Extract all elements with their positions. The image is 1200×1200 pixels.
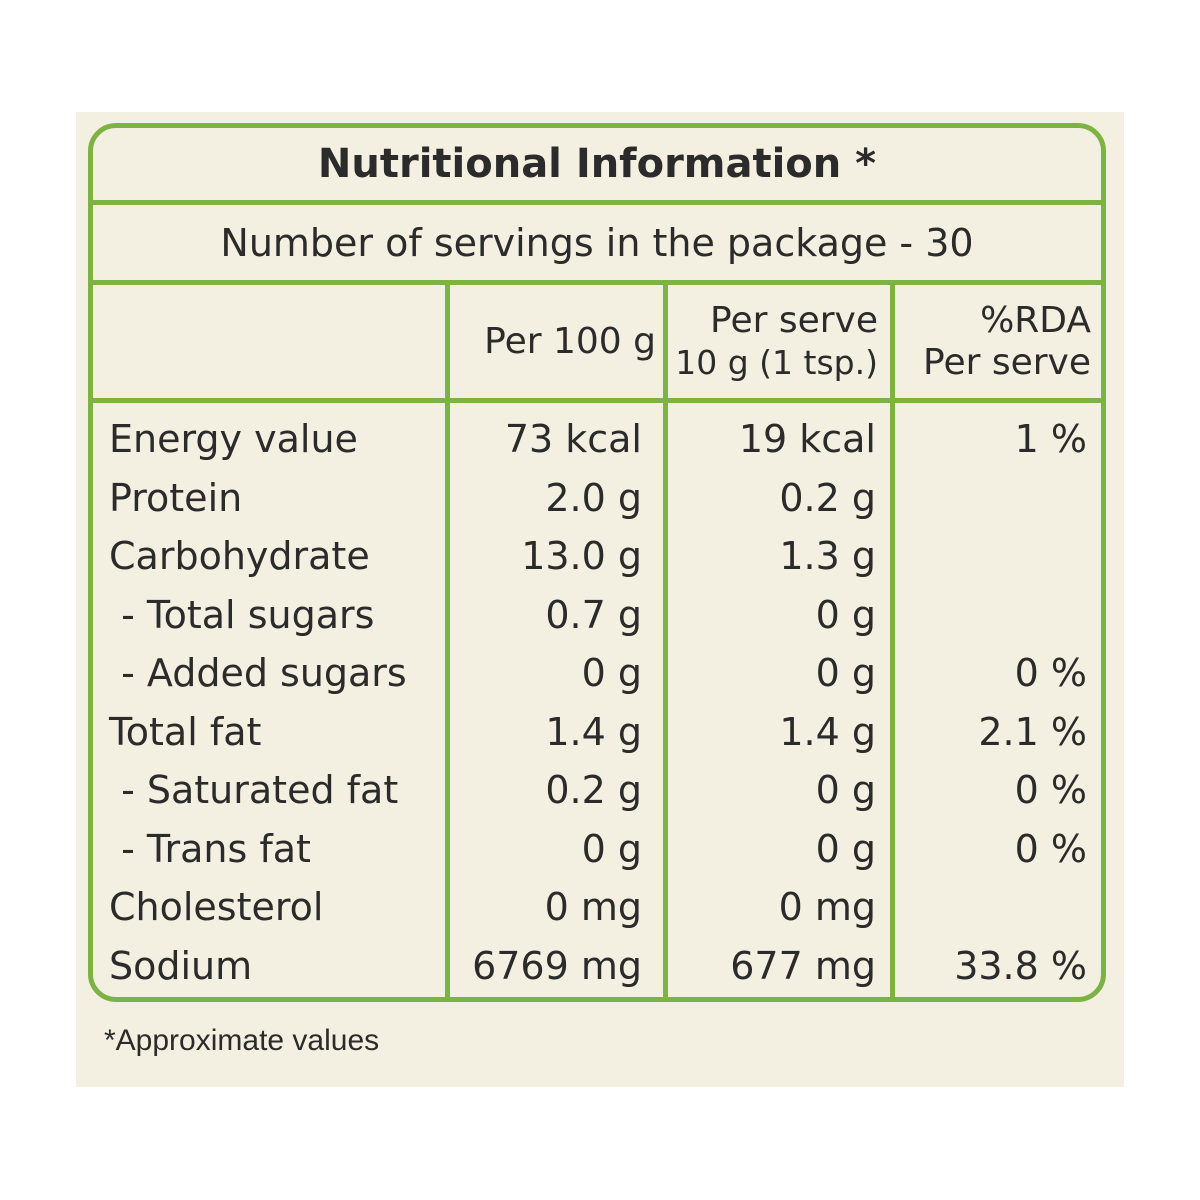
- value-per-100g: 0 mg: [544, 885, 642, 929]
- value-per-100g: 0.7 g: [545, 592, 642, 637]
- column-divider: [663, 285, 668, 997]
- divider: [93, 398, 1101, 403]
- header-rda: %RDA Per serve: [895, 285, 1091, 398]
- nutrient-name: - Added sugars: [109, 651, 407, 695]
- value-rda: [895, 586, 1087, 644]
- nutrient-name: Total fat: [109, 709, 262, 754]
- nutrition-label-panel: Nutritional Information * Number of serv…: [76, 112, 1124, 1087]
- column-divider: [890, 285, 895, 997]
- value-per-100g: 0 g: [581, 826, 642, 871]
- nutrient-name: Sodium: [109, 943, 253, 988]
- servings-count: Number of servings in the package - 30: [220, 220, 974, 265]
- header-per-100g: Per 100 g: [450, 285, 656, 398]
- value-per-serve: 0 g: [815, 592, 876, 637]
- nutrient-name: - Saturated fat: [109, 768, 399, 812]
- value-per-serve: 0 g: [815, 826, 876, 871]
- value-per-100g: 1.4 g: [545, 709, 642, 754]
- header-line: 10 g (1 tsp.): [675, 342, 878, 382]
- value-per-serve: 1.3 g: [779, 534, 876, 578]
- value-per-100g: 2.0 g: [545, 475, 642, 520]
- value-rda: [895, 527, 1087, 585]
- value-per-100g: 0.2 g: [545, 768, 642, 812]
- value-per-serve: 0 mg: [778, 885, 876, 929]
- value-per-serve: 19 kcal: [738, 417, 876, 461]
- value-per-serve: 0 g: [815, 768, 876, 812]
- value-rda: 2.1 %: [978, 709, 1087, 754]
- value-per-100g: 13.0 g: [521, 534, 642, 578]
- header-line: Per serve: [923, 341, 1091, 383]
- nutrient-name: - Trans fat: [109, 826, 311, 871]
- value-rda: 1 %: [1014, 417, 1087, 461]
- column-divider: [445, 285, 450, 997]
- value-per-serve: 0.2 g: [779, 475, 876, 520]
- value-rda: 0 %: [1014, 768, 1087, 812]
- value-rda: 0 %: [1014, 826, 1087, 871]
- nutrient-name: Cholesterol: [109, 885, 324, 929]
- value-per-100g: 6769 mg: [472, 943, 642, 988]
- header-line: %RDA: [980, 299, 1091, 341]
- value-rda: 0 %: [1014, 651, 1087, 695]
- value-rda: [895, 878, 1087, 936]
- nutrient-name: Protein: [109, 475, 243, 520]
- divider: [93, 200, 1101, 205]
- value-per-serve: 1.4 g: [779, 709, 876, 754]
- value-per-serve: 0 g: [815, 651, 876, 695]
- nutrient-name: - Total sugars: [109, 592, 375, 637]
- value-per-serve: 677 mg: [730, 943, 876, 988]
- header-per-serve: Per serve 10 g (1 tsp.): [668, 285, 878, 398]
- footnote: *Approximate values: [104, 1024, 380, 1057]
- header-line: Per serve: [710, 299, 878, 341]
- value-per-100g: 73 kcal: [504, 417, 642, 461]
- value-per-100g: 0 g: [581, 651, 642, 695]
- nutrition-table: Nutritional Information * Number of serv…: [88, 123, 1106, 1002]
- nutrient-name: Carbohydrate: [109, 534, 370, 578]
- value-rda: 33.8 %: [954, 943, 1087, 988]
- header-line: Per 100 g: [484, 320, 656, 362]
- value-rda: [895, 469, 1087, 527]
- table-title: Nutritional Information *: [317, 141, 877, 187]
- divider: [93, 280, 1101, 285]
- nutrient-name: Energy value: [109, 417, 358, 461]
